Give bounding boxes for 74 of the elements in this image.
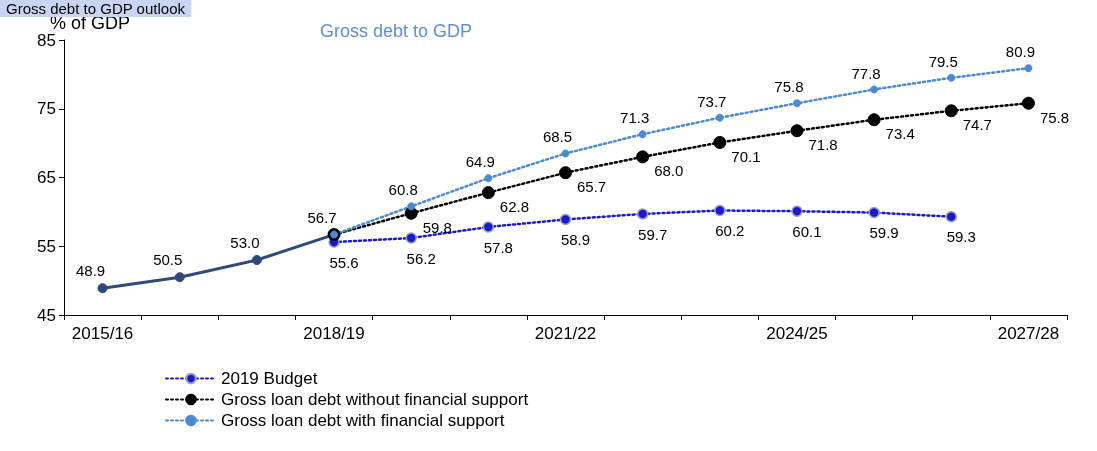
- point: [638, 130, 647, 139]
- x-tick-label: 2024/25: [766, 324, 828, 343]
- data-label: 50.5: [153, 251, 183, 269]
- chart-title: Gross debt to GDP outlook: [6, 0, 186, 17]
- point: [713, 135, 727, 149]
- x-tick-label: 2027/28: [997, 324, 1060, 343]
- data-label: 73.7: [697, 92, 727, 110]
- data-label: 74.7: [962, 116, 992, 134]
- data-label: 71.3: [620, 109, 650, 127]
- data-label: 58.9: [560, 231, 591, 249]
- point: [405, 232, 417, 244]
- data-label: 55.6: [329, 253, 359, 271]
- y-tick-label: 55: [37, 236, 56, 256]
- point: [636, 150, 650, 164]
- data-label: 48.9: [75, 262, 106, 280]
- y-tick-label: 65: [37, 168, 56, 187]
- data-label: 77.8: [851, 64, 881, 82]
- data-label: 73.4: [885, 125, 915, 143]
- data-label: 68.0: [654, 162, 684, 180]
- point: [1024, 64, 1033, 73]
- point: [867, 113, 881, 127]
- point: [407, 202, 416, 211]
- data-label: 59.9: [869, 224, 899, 242]
- point: [482, 221, 495, 233]
- point: [481, 186, 495, 200]
- data-label: 62.8: [499, 198, 530, 216]
- data-label: 60.8: [388, 181, 418, 199]
- x-tick-label: 2015/16: [71, 324, 134, 343]
- data-label: 64.9: [465, 153, 495, 171]
- point: [868, 206, 880, 219]
- y-tick-label: 75: [37, 99, 56, 119]
- data-label: 60.1: [792, 222, 822, 240]
- x-tick-label: 2021/22: [534, 324, 597, 343]
- chart-subtitle: Gross debt to GDP: [320, 21, 473, 41]
- data-label: 59.7: [638, 225, 668, 243]
- point: [947, 73, 956, 82]
- data-label: 75.8: [774, 78, 804, 96]
- data-label: 60.2: [715, 222, 745, 240]
- point: [251, 255, 262, 265]
- point: [715, 113, 724, 122]
- point: [559, 213, 572, 226]
- data-label: 75.8: [1039, 108, 1070, 126]
- data-label: 56.7: [307, 208, 337, 226]
- point: [97, 283, 108, 294]
- point: [792, 99, 801, 108]
- data-label: 80.9: [1005, 43, 1036, 61]
- data-label: 79.5: [928, 52, 958, 70]
- point: [561, 149, 570, 158]
- data-label: 53.0: [230, 234, 260, 251]
- point: [559, 166, 572, 180]
- data-label: 71.8: [808, 136, 838, 154]
- y-tick-label: 45: [37, 305, 56, 325]
- data-label: 59.8: [422, 218, 452, 236]
- point: [870, 85, 879, 94]
- x-tick-label: 2018/19: [303, 324, 365, 343]
- legend-label: Gross loan debt with financial support: [221, 411, 505, 430]
- data-label: 68.5: [542, 128, 573, 146]
- y-tick-label: 85: [37, 30, 56, 50]
- legend-label: 2019 Budget: [221, 369, 318, 388]
- point: [1021, 96, 1035, 110]
- point: [945, 210, 958, 223]
- point: [636, 208, 649, 220]
- point: [714, 204, 726, 217]
- data-label: 56.2: [406, 249, 436, 267]
- data-label: 70.1: [731, 147, 761, 165]
- point: [790, 124, 804, 138]
- point: [484, 174, 493, 183]
- point: [174, 272, 185, 283]
- data-label: 57.8: [483, 238, 513, 256]
- legend-label: Gross loan debt without financial support: [221, 390, 529, 409]
- point: [944, 104, 958, 118]
- point: [791, 205, 803, 217]
- data-label: 65.7: [577, 178, 607, 196]
- data-label: 59.3: [946, 228, 976, 246]
